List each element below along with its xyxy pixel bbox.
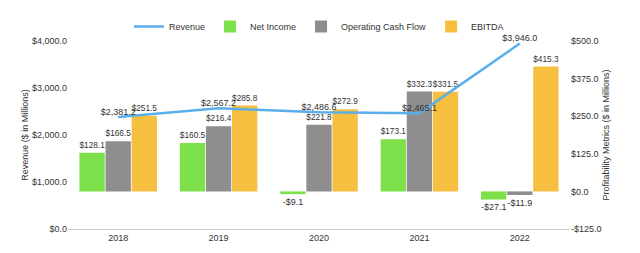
svg-text:$4,000.0: $4,000.0 xyxy=(32,36,67,46)
svg-text:$128.1: $128.1 xyxy=(79,141,105,150)
svg-text:$272.9: $272.9 xyxy=(332,97,358,106)
svg-text:Profitability Metrics ($ in Mi: Profitability Metrics ($ in Millions) xyxy=(601,69,611,200)
svg-text:$221.8: $221.8 xyxy=(306,113,332,122)
svg-text:2018: 2018 xyxy=(108,233,128,243)
svg-text:$3,000.0: $3,000.0 xyxy=(32,83,67,93)
svg-text:$250.0: $250.0 xyxy=(571,111,599,121)
svg-text:$2,486.6: $2,486.6 xyxy=(301,102,336,112)
svg-text:Operating Cash Flow: Operating Cash Flow xyxy=(341,22,426,32)
svg-text:$3,946.0: $3,946.0 xyxy=(502,33,537,43)
svg-text:$500.0: $500.0 xyxy=(571,36,599,46)
svg-text:$166.5: $166.5 xyxy=(106,129,132,138)
svg-text:$331.5: $331.5 xyxy=(433,80,459,89)
svg-text:-$9.1: -$9.1 xyxy=(283,197,304,207)
svg-text:2022: 2022 xyxy=(510,233,530,243)
svg-text:$0.0: $0.0 xyxy=(571,187,589,197)
svg-text:$125.0: $125.0 xyxy=(571,149,599,159)
svg-text:EBITDA: EBITDA xyxy=(471,22,504,32)
svg-text:Net Income: Net Income xyxy=(250,22,296,32)
svg-text:$216.4: $216.4 xyxy=(206,114,232,123)
svg-text:$2,465.1: $2,465.1 xyxy=(402,103,437,113)
svg-text:$2,567.2: $2,567.2 xyxy=(201,98,236,108)
svg-text:$415.3: $415.3 xyxy=(533,55,559,64)
svg-text:-$11.9: -$11.9 xyxy=(507,198,532,208)
svg-text:$173.1: $173.1 xyxy=(381,127,407,136)
svg-text:$0.0: $0.0 xyxy=(49,224,67,234)
svg-text:$251.5: $251.5 xyxy=(132,104,158,113)
svg-text:$1,000.0: $1,000.0 xyxy=(32,177,67,187)
svg-text:$2,381.2: $2,381.2 xyxy=(101,107,136,117)
svg-text:2019: 2019 xyxy=(209,233,229,243)
svg-text:2021: 2021 xyxy=(409,233,429,243)
svg-text:2020: 2020 xyxy=(309,233,329,243)
svg-text:$285.8: $285.8 xyxy=(232,94,258,103)
svg-text:$2,000.0: $2,000.0 xyxy=(32,130,67,140)
svg-text:-$27.1: -$27.1 xyxy=(481,202,506,212)
svg-text:$375.0: $375.0 xyxy=(571,74,599,84)
svg-text:$160.5: $160.5 xyxy=(180,131,206,140)
svg-text:Revenue: Revenue xyxy=(169,22,205,32)
svg-text:$332.3: $332.3 xyxy=(407,80,433,89)
svg-text:-$125.0: -$125.0 xyxy=(571,224,602,234)
svg-text:Revenue ($ in Millions): Revenue ($ in Millions) xyxy=(20,89,30,181)
